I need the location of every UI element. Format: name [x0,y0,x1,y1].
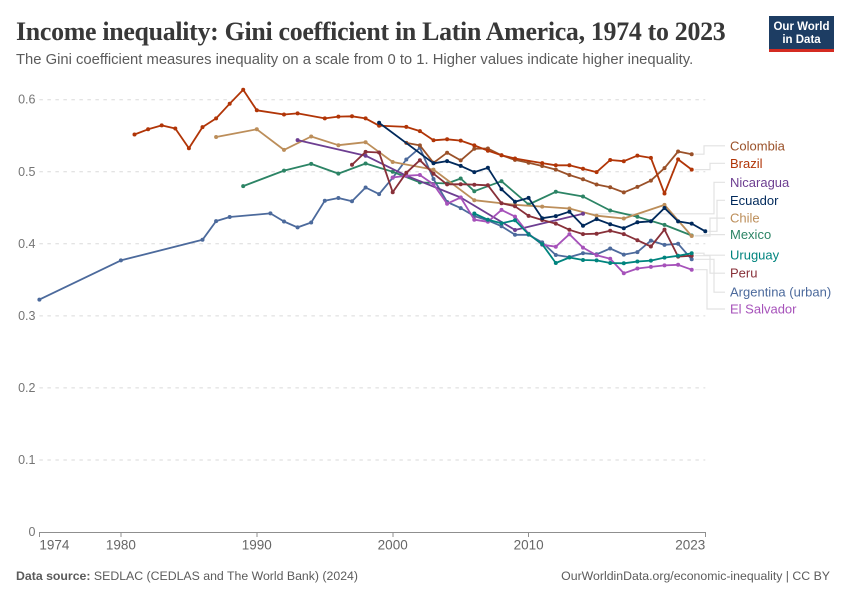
svg-text:Brazil: Brazil [730,156,763,171]
svg-text:1980: 1980 [106,538,136,553]
svg-text:0.4: 0.4 [18,237,35,251]
svg-text:Colombia: Colombia [730,138,786,153]
svg-text:Peru: Peru [730,266,757,281]
svg-text:1990: 1990 [242,538,272,553]
svg-text:El Salvador: El Salvador [730,302,797,317]
svg-text:Chile: Chile [730,211,760,226]
svg-text:2000: 2000 [378,538,408,553]
svg-text:Nicaragua: Nicaragua [730,175,790,190]
svg-text:1974: 1974 [39,538,70,553]
svg-text:2010: 2010 [514,538,544,553]
svg-text:0.3: 0.3 [18,309,35,323]
svg-text:0: 0 [29,525,36,539]
svg-text:0.1: 0.1 [18,453,35,467]
svg-text:Ecuador: Ecuador [730,193,779,208]
svg-text:Argentina (urban): Argentina (urban) [730,285,831,300]
svg-text:0.5: 0.5 [18,165,35,179]
svg-text:2023: 2023 [675,538,705,553]
svg-text:Uruguay: Uruguay [730,248,780,263]
svg-text:0.2: 0.2 [18,381,35,395]
svg-text:0.6: 0.6 [18,93,35,107]
svg-text:Mexico: Mexico [730,227,771,242]
